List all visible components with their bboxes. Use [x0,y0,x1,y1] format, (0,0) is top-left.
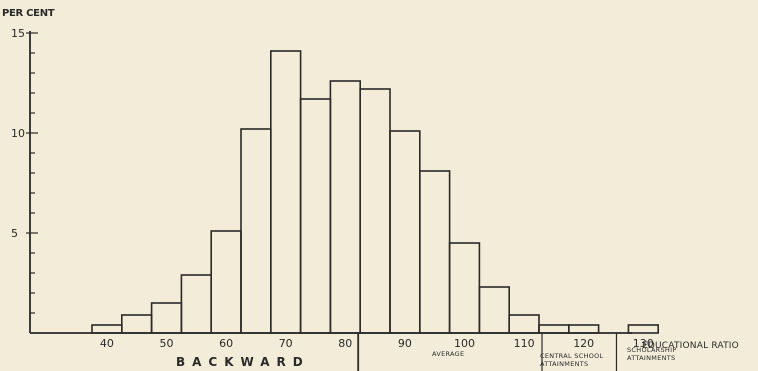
bar-9 [359,88,391,334]
bar-7 [299,98,332,334]
bars [91,50,660,334]
axes [26,31,632,371]
central-school-label-0: CENTRAL SCHOOL [540,352,604,360]
x-axis-label: EDUCATIONAL RATIO [642,341,739,351]
bar-11 [418,170,451,334]
bar-1 [121,314,153,334]
x-tick-label-50: 50 [160,337,174,350]
central-school-label-1: ATTAINMENTS [540,360,588,368]
scholarship-label-1: ATTAINMENTS [627,354,675,362]
x-tick-label-80: 80 [338,337,352,350]
x-tick-label-60: 60 [219,337,233,350]
x-tick-label-100: 100 [454,337,475,350]
y-tick-label-10: 10 [11,127,25,140]
backward-label: BACKWARD [176,355,310,369]
bar-16 [567,324,600,334]
bar-4 [210,230,242,334]
bar-10 [389,130,421,334]
scholarship-label-0: SCHOLARSHIP [627,346,677,354]
bar-13 [478,286,510,334]
bar-6 [269,50,302,334]
bar-5 [240,128,272,334]
x-tick-label-40: 40 [100,337,114,350]
y-tick-label-15: 15 [11,27,25,40]
tick-labels: 5 10 15 40 50 60 70 80 90 100 110 120 130 [11,27,654,350]
y-tick-label-5: 5 [11,227,18,240]
bar-8 [329,80,361,334]
bar-2 [150,302,183,334]
bar-15 [538,324,570,334]
bar-3 [180,274,212,334]
bar-14 [508,314,540,334]
average-label: AVERAGE [432,350,464,358]
x-tick-label-70: 70 [279,337,293,350]
x-tick-label-90: 90 [398,337,412,350]
x-tick-label-110: 110 [514,337,535,350]
x-tick-label-130: 130 [633,337,654,350]
bar-12 [448,242,481,334]
y-axis-label: PER CENT [2,8,55,19]
bar-18 [627,324,660,334]
bar-0 [91,324,123,334]
x-tick-label-120: 120 [573,337,594,350]
